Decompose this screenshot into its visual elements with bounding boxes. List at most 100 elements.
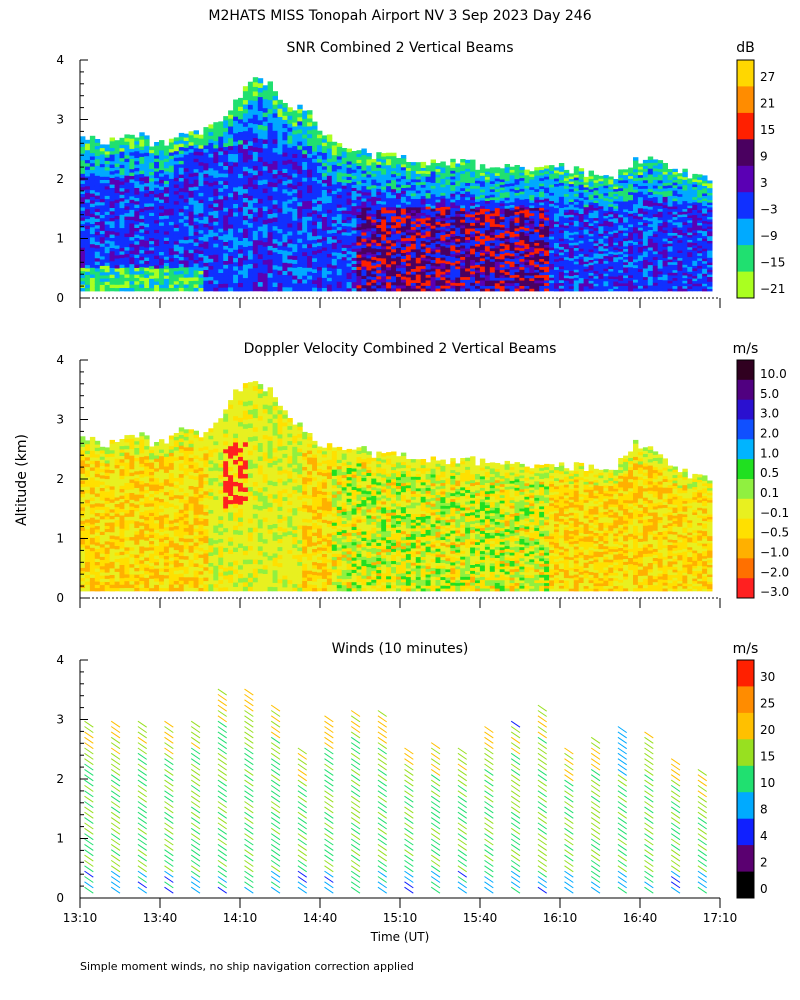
heatmap-cell xyxy=(119,187,125,192)
heatmap-cell xyxy=(558,179,565,183)
heatmap-cell xyxy=(84,159,91,164)
heatmap-cell xyxy=(80,159,86,164)
heatmap-cell xyxy=(573,280,580,284)
heatmap-cell xyxy=(272,182,278,188)
heatmap-cell xyxy=(223,268,229,273)
heatmap-cell xyxy=(608,266,614,269)
heatmap-cell xyxy=(139,252,145,257)
heatmap-cell xyxy=(519,196,525,200)
heatmap-cell xyxy=(524,256,530,260)
heatmap-cell xyxy=(415,279,422,283)
heatmap-cell xyxy=(149,168,155,172)
heatmap-cell xyxy=(124,154,130,159)
heatmap-cell xyxy=(386,224,392,229)
heatmap-cell xyxy=(109,234,115,238)
heatmap-cell xyxy=(524,193,530,197)
heatmap-cell xyxy=(238,156,244,162)
heatmap-cell xyxy=(420,237,427,241)
heatmap-cell xyxy=(183,133,190,138)
heatmap-cell xyxy=(381,260,387,265)
heatmap-cell xyxy=(563,288,570,292)
heatmap-field xyxy=(80,77,713,292)
heatmap-cell xyxy=(376,206,382,210)
heatmap-cell xyxy=(223,173,229,178)
heatmap-cell xyxy=(154,158,160,162)
heatmap-cell xyxy=(247,272,254,278)
heatmap-cell xyxy=(238,232,244,237)
heatmap-cell xyxy=(312,254,318,259)
heatmap-cell xyxy=(346,154,352,159)
heatmap-cell xyxy=(317,134,323,139)
heatmap-cell xyxy=(129,240,135,244)
heatmap-cell xyxy=(168,228,175,232)
heatmap-cell xyxy=(99,274,106,279)
heatmap-cell xyxy=(89,250,96,255)
heatmap-cell xyxy=(341,241,348,245)
heatmap-cell xyxy=(356,281,362,286)
heatmap-cell xyxy=(588,175,594,179)
heatmap-cell xyxy=(381,168,387,172)
heatmap-cell xyxy=(242,108,249,114)
heatmap-cell xyxy=(163,230,170,235)
heatmap-cell xyxy=(178,170,185,175)
heatmap-cell xyxy=(603,200,609,204)
heatmap-cell xyxy=(494,188,501,192)
heatmap-cell xyxy=(233,132,239,138)
heatmap-cell xyxy=(430,165,436,169)
heatmap-cell xyxy=(578,210,585,214)
heatmap-cell xyxy=(568,252,575,256)
heatmap-cell xyxy=(119,171,125,175)
heatmap-cell xyxy=(504,194,510,198)
heatmap-cell xyxy=(277,108,283,113)
heatmap-cell xyxy=(168,158,175,163)
heatmap-cell xyxy=(154,155,160,159)
heatmap-cell xyxy=(188,131,194,136)
heatmap-cell xyxy=(534,183,540,187)
heatmap-cell xyxy=(282,201,288,206)
heatmap-cell xyxy=(272,208,278,214)
heatmap-cell xyxy=(134,250,140,255)
heatmap-cell xyxy=(460,204,466,209)
heatmap-cell xyxy=(188,176,194,181)
heatmap-cell xyxy=(514,274,520,278)
heatmap-cell xyxy=(242,224,249,230)
heatmap-cell xyxy=(183,191,190,196)
heatmap-cell xyxy=(326,182,333,186)
heatmap-cell xyxy=(494,247,501,252)
heatmap-cell xyxy=(124,260,130,265)
heatmap-cell xyxy=(326,260,333,265)
heatmap-cell xyxy=(499,277,506,281)
heatmap-cell xyxy=(366,198,372,202)
heatmap-cell xyxy=(361,201,367,205)
heatmap-cell xyxy=(80,213,86,218)
heatmap-cell xyxy=(80,169,86,174)
heatmap-cell xyxy=(129,246,135,251)
heatmap-cell xyxy=(524,201,530,205)
heatmap-cell xyxy=(445,269,451,273)
heatmap-cell xyxy=(257,115,264,121)
heatmap-cell xyxy=(213,206,219,211)
heatmap-cell xyxy=(455,282,461,286)
heatmap-cell xyxy=(272,95,278,101)
heatmap-cell xyxy=(381,216,387,220)
heatmap-cell xyxy=(376,209,382,213)
heatmap-cell xyxy=(119,207,125,212)
heatmap-cell xyxy=(317,155,323,160)
heatmap-cell xyxy=(144,216,150,221)
heatmap-cell xyxy=(321,182,328,187)
heatmap-cell xyxy=(317,238,323,243)
heatmap-cell xyxy=(578,232,585,236)
heatmap-cell xyxy=(223,165,229,170)
heatmap-cell xyxy=(475,225,481,229)
heatmap-cell xyxy=(183,181,190,186)
heatmap-cell xyxy=(588,259,594,263)
heatmap-cell xyxy=(312,121,318,126)
heatmap-cell xyxy=(307,247,313,253)
heatmap-cell xyxy=(277,162,283,167)
heatmap-cell xyxy=(149,284,155,289)
heatmap-cell xyxy=(608,258,614,262)
heatmap-cell xyxy=(80,149,86,154)
heatmap-cell xyxy=(99,147,106,152)
heatmap-cell xyxy=(208,124,214,129)
heatmap-cell xyxy=(415,223,422,227)
